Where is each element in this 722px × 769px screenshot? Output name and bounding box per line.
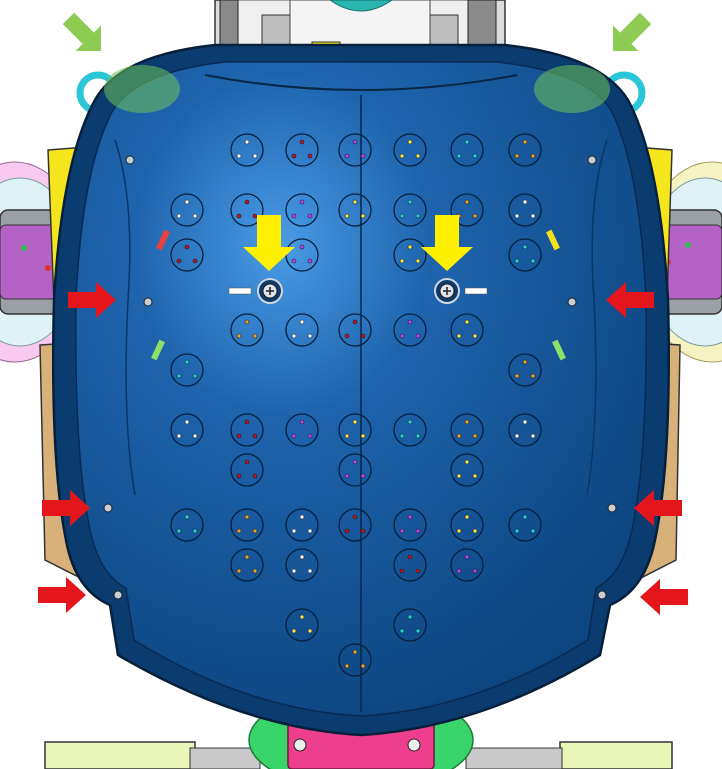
mount-hole — [170, 508, 204, 542]
chest-shell — [51, 43, 671, 737]
mount-hole — [338, 643, 372, 677]
mount-hole — [393, 608, 427, 642]
edge-screw — [103, 155, 617, 600]
mount-hole — [450, 508, 484, 542]
mount-hole — [338, 413, 372, 447]
mount-hole — [393, 238, 427, 272]
mount-hole-grid — [170, 133, 542, 677]
mount-hole — [285, 548, 319, 582]
mount-hole — [170, 193, 204, 227]
mount-hole — [338, 133, 372, 167]
mount-hole — [508, 413, 542, 447]
mount-hole — [170, 238, 204, 272]
mount-hole — [393, 313, 427, 347]
mount-hole — [338, 508, 372, 542]
highlight-oval-right — [534, 65, 610, 113]
mount-hole — [285, 413, 319, 447]
mount-hole — [393, 548, 427, 582]
mount-hole — [450, 313, 484, 347]
green-arrow-icon-right — [613, 12, 652, 51]
mount-hole — [285, 313, 319, 347]
red-arrow-icon-left-middle — [42, 490, 90, 526]
mount-hole — [170, 353, 204, 387]
mount-hole — [285, 608, 319, 642]
mount-hole — [508, 353, 542, 387]
mount-hole — [508, 193, 542, 227]
mount-hole — [338, 453, 372, 487]
highlight-oval-left — [104, 65, 180, 113]
mount-hole — [230, 508, 264, 542]
mount-hole — [285, 193, 319, 227]
mount-hole — [450, 548, 484, 582]
base-screw — [293, 738, 421, 752]
red-arrow-icon-right-upper — [606, 282, 654, 318]
mount-hole — [170, 413, 204, 447]
mount-hole — [230, 133, 264, 167]
red-arrow-icon-left-upper — [68, 282, 116, 318]
mount-hole — [338, 313, 372, 347]
yellow-arrow-icon-right — [421, 215, 473, 271]
side-slot — [151, 229, 566, 361]
mount-hole — [338, 193, 372, 227]
red-arrow-icon-right-middle — [634, 490, 682, 526]
mount-hole — [450, 133, 484, 167]
red-arrow-icon-left-lower — [38, 577, 86, 613]
mount-hole — [285, 133, 319, 167]
mount-hole — [393, 413, 427, 447]
mount-hole — [230, 193, 264, 227]
center-screw-right — [434, 278, 488, 304]
mount-hole — [450, 453, 484, 487]
mount-hole — [393, 133, 427, 167]
green-arrow-icon-left — [62, 12, 101, 51]
mount-hole — [230, 413, 264, 447]
mount-hole — [508, 508, 542, 542]
mount-hole — [230, 313, 264, 347]
mount-hole — [230, 548, 264, 582]
mount-hole — [230, 453, 264, 487]
mount-hole — [285, 508, 319, 542]
mount-hole — [508, 238, 542, 272]
mount-hole — [393, 193, 427, 227]
mount-hole — [393, 508, 427, 542]
red-arrow-icon-right-lower — [640, 579, 688, 615]
yellow-arrow-icon-left — [243, 215, 295, 271]
mount-hole — [450, 413, 484, 447]
center-screw-left — [228, 278, 283, 304]
mount-hole — [508, 133, 542, 167]
